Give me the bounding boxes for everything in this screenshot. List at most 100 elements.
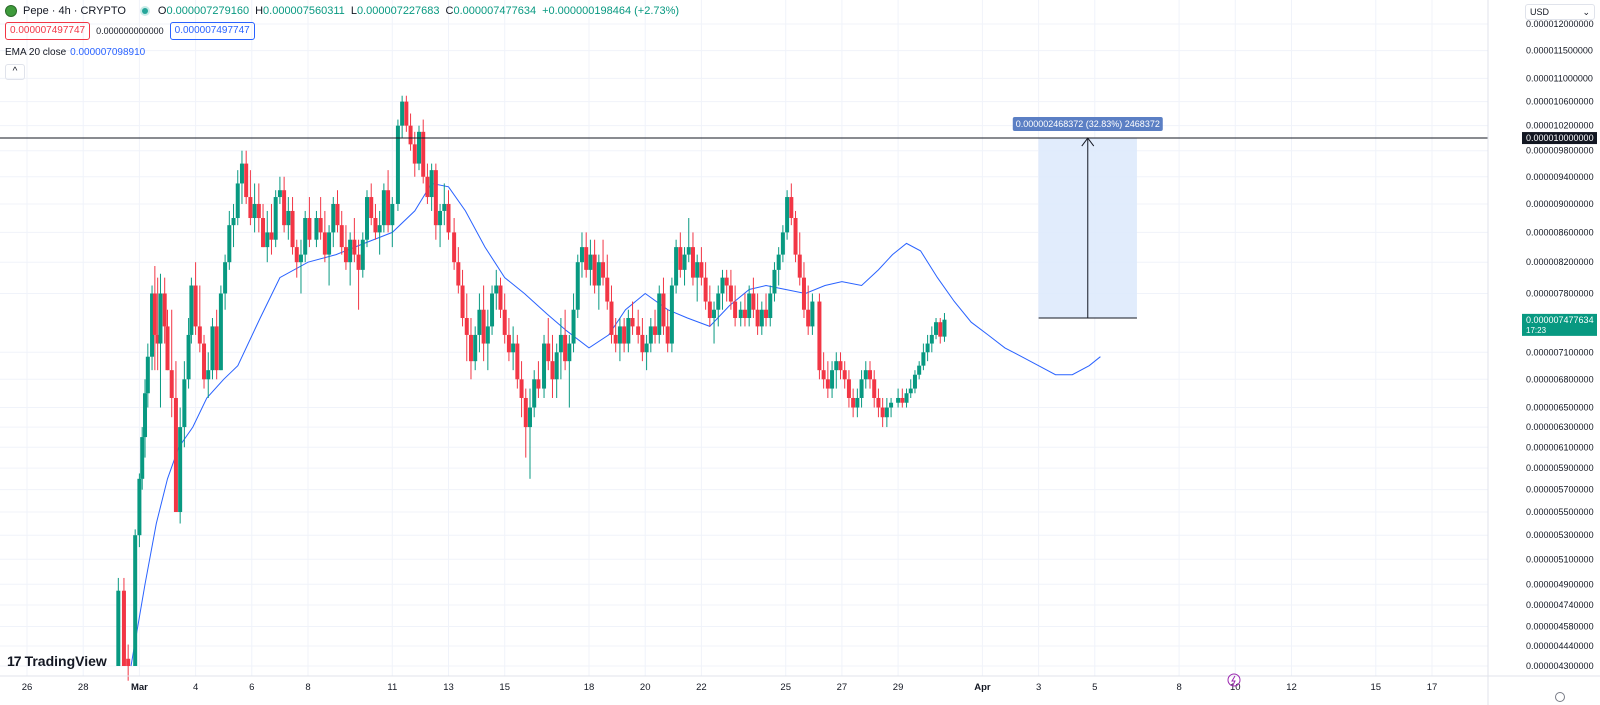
candle-body (126, 658, 131, 666)
candle-up (377, 210, 382, 255)
candle-up (265, 210, 270, 263)
high-label: H (255, 5, 264, 17)
candle-body (738, 309, 743, 319)
price-tick-label: 0.000006300000 (1526, 422, 1594, 432)
ema-label[interactable]: EMA 20 close (5, 47, 67, 58)
candle-body (942, 319, 947, 337)
time-tick-label: 18 (584, 682, 595, 693)
candle-body (780, 232, 785, 255)
candle-down (121, 577, 126, 666)
buy-button[interactable]: 0.000007497747 (169, 22, 255, 40)
candle-up (738, 301, 743, 327)
candle-body (145, 356, 150, 394)
candle-body (626, 318, 631, 344)
tradingview-logo[interactable]: 17 TradingView (7, 653, 107, 669)
candle-down (728, 269, 733, 310)
candle-down (609, 285, 614, 344)
candle-down (613, 318, 618, 353)
candle-body (834, 361, 839, 371)
candle-body (851, 397, 856, 408)
candle-down (703, 262, 708, 310)
candle-up (273, 190, 278, 248)
crosshair-price-label: 0.000010000000 (1526, 133, 1594, 143)
candle-body (579, 247, 584, 263)
candle-body (473, 334, 478, 362)
candle-body (352, 239, 357, 255)
collapse-legend-button[interactable]: ^ (5, 64, 25, 80)
measure-label: 0.000002468372 (32.83%) 2468372 (1016, 119, 1160, 129)
time-tick-label: 13 (443, 682, 454, 693)
tradingview-logo-icon: 17 (7, 653, 22, 669)
price-tick-label: 0.000005500000 (1526, 507, 1594, 517)
candle-down (126, 644, 131, 681)
candle-down (173, 361, 178, 513)
candle-up (934, 318, 939, 340)
candle-body (408, 125, 413, 145)
candle-body (318, 218, 323, 233)
candle-down (793, 210, 798, 263)
candle-body (468, 334, 473, 362)
measure-tool[interactable]: 0.000002468372 (32.83%) 2468372 (1012, 117, 1163, 319)
candle-body (772, 269, 777, 294)
time-axis[interactable]: 26 28 Mar 4 6 8 11 13 15 18 20 22 25 27 29 Apr 3 5 8 10 12 15… (0, 673, 1600, 693)
grid-lines (0, 0, 1488, 676)
candle-up (776, 247, 781, 286)
sell-button[interactable]: 0.000007497747 (5, 22, 91, 40)
candle-body (404, 101, 409, 126)
price-tick-label: 0.000010600000 (1526, 97, 1594, 107)
candle-body (277, 190, 282, 198)
candle-up (231, 203, 236, 248)
candlesticks (116, 95, 947, 681)
candle-down (248, 170, 253, 226)
candle-up (768, 285, 773, 327)
candle-up (298, 239, 303, 294)
candle-down (261, 203, 266, 248)
price-axis[interactable]: 0.000012000000 0.000011500000 0.0000110000… (1487, 0, 1597, 705)
candle-body (665, 326, 670, 344)
candle-down (789, 183, 794, 226)
price-tick-label: 0.000009400000 (1526, 172, 1594, 182)
time-tick-label: 17 (1427, 682, 1438, 693)
settings-icon[interactable] (1555, 692, 1565, 702)
candle-body (759, 309, 764, 327)
candle-body (433, 170, 438, 226)
candle-up (575, 254, 580, 319)
candle-up (143, 379, 148, 458)
candle-down (876, 388, 881, 418)
candle-up (223, 254, 228, 310)
price-tick-label: 0.000005100000 (1526, 554, 1594, 564)
candle-up (772, 262, 777, 302)
time-tick-label: 5 (1092, 682, 1097, 693)
candle-up (896, 388, 901, 408)
candle-body (825, 379, 830, 389)
ema-series-line (130, 182, 1101, 667)
measure-label-box (1012, 117, 1163, 132)
candle-down (764, 293, 769, 327)
price-tick-label: 0.000005300000 (1526, 530, 1594, 540)
candle-down (425, 163, 430, 204)
candle-up (921, 343, 926, 371)
candle-body (532, 379, 537, 408)
candle-body (494, 285, 499, 294)
candle-up (395, 119, 400, 211)
candle-body (900, 397, 905, 403)
candle-body (193, 285, 198, 327)
candle-down (352, 218, 357, 263)
candle-up (186, 318, 191, 389)
candle-body (630, 318, 635, 327)
price-tick-label: 0.000006500000 (1526, 403, 1594, 413)
currency-selector[interactable]: USD ⌄ (1525, 4, 1595, 20)
candle-down (699, 247, 704, 286)
candle-up (365, 190, 370, 248)
candle-body (657, 293, 662, 335)
candle-body (256, 203, 261, 219)
candle-body (307, 218, 312, 240)
candle-body (210, 326, 215, 371)
low-value: 0.000007227683 (356, 5, 440, 17)
candle-body (789, 197, 794, 219)
last-price-label: 0.000007477634 (1526, 315, 1594, 325)
symbol-title[interactable]: Pepe · 4h · CRYPTO (23, 5, 126, 17)
time-tick-label: 15 (1371, 682, 1382, 693)
candle-body (707, 301, 712, 319)
